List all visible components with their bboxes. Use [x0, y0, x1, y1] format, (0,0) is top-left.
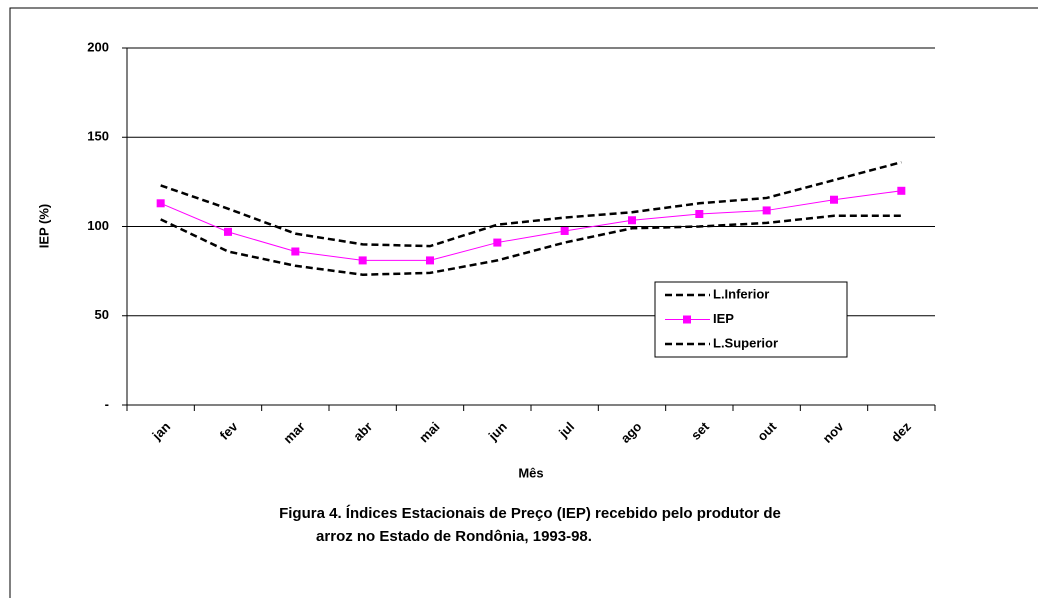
- point-marker: [695, 210, 704, 219]
- y-tick-label: 100: [87, 218, 109, 233]
- series-line: [160, 190, 902, 261]
- point-marker: [830, 195, 838, 204]
- legend-label: IEP: [713, 311, 734, 326]
- series-line: [160, 214, 902, 276]
- caption-line: Figura 4. Índices Estacionais de Preço (…: [279, 505, 781, 522]
- y-tick-label: -: [105, 396, 109, 411]
- y-axis-title: IEP (%): [36, 204, 51, 249]
- x-axis-title: Mês: [518, 465, 543, 480]
- point-marker: [493, 238, 502, 247]
- legend-label: L.Superior: [713, 335, 778, 350]
- point-marker: [897, 186, 906, 195]
- point-marker: [358, 256, 367, 265]
- legend-label: L.Inferior: [713, 286, 769, 301]
- frame: [9, 7, 1038, 603]
- y-tick-label: 50: [95, 307, 109, 322]
- point-marker: [762, 206, 771, 215]
- point-marker: [156, 199, 165, 208]
- point-marker: [426, 256, 434, 265]
- y-tick-label: 150: [87, 129, 109, 144]
- point-marker: [291, 247, 300, 256]
- caption-line: arroz no Estado de Rondônia, 1993-98.: [316, 528, 592, 545]
- legend-marker: [683, 315, 691, 324]
- series-line: [160, 161, 902, 248]
- y-tick-label: 200: [87, 39, 109, 54]
- point-marker: [628, 216, 636, 225]
- point-marker: [224, 227, 232, 236]
- point-marker: [560, 226, 569, 235]
